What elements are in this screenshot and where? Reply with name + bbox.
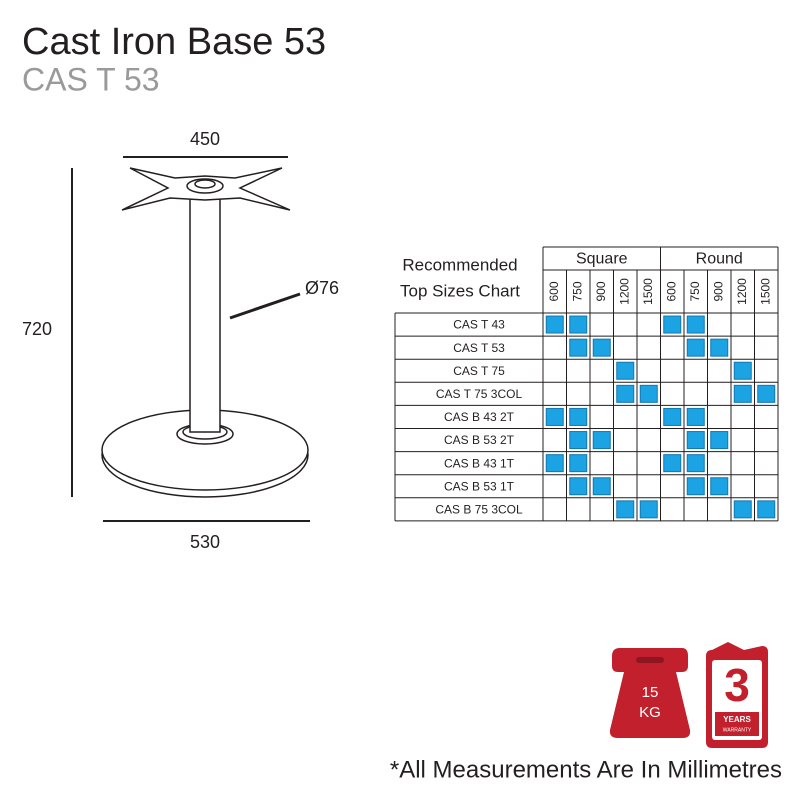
size-header: 600 xyxy=(664,281,678,301)
group-header: Round xyxy=(696,251,743,268)
fit-marker xyxy=(545,315,564,334)
fit-marker xyxy=(545,454,564,473)
fit-marker xyxy=(592,431,611,450)
weight-badge xyxy=(609,648,691,738)
fit-marker xyxy=(569,315,588,334)
footnote: *All Measurements Are In Millimetres xyxy=(390,756,782,783)
size-table: Square 600 750 900 1200 1500 Round 600 750 900 120… xyxy=(394,246,779,522)
warranty-label: YEARS xyxy=(723,715,751,724)
fit-marker xyxy=(686,454,705,473)
size-header: 1200 xyxy=(617,278,631,305)
table-caption: Top Sizes Chart xyxy=(400,281,520,300)
size-header: 750 xyxy=(688,281,702,301)
dimension-label: 720 xyxy=(22,319,52,339)
row-label: CAS T 43 xyxy=(453,318,505,332)
warranty-years: 3 xyxy=(724,659,750,711)
group-header: Square xyxy=(576,251,628,268)
fit-marker xyxy=(663,407,682,426)
weight-unit: KG xyxy=(639,704,661,721)
fit-marker xyxy=(569,477,588,496)
fit-marker xyxy=(616,361,635,380)
size-header: 600 xyxy=(547,281,561,301)
row-label: CAS B 75 3COL xyxy=(435,503,523,517)
fit-marker xyxy=(686,477,705,496)
fit-marker xyxy=(686,315,705,334)
fit-marker xyxy=(710,431,729,450)
fit-marker xyxy=(686,431,705,450)
row-label: CAS T 53 xyxy=(453,341,505,355)
row-label: CAS B 43 1T xyxy=(444,456,515,470)
fit-marker xyxy=(639,384,658,403)
fit-marker xyxy=(569,431,588,450)
fit-marker xyxy=(733,500,752,519)
subtitle: CAS T 53 xyxy=(22,61,160,97)
row-label: CAS T 75 3COL xyxy=(436,387,523,401)
base-drawing xyxy=(71,156,310,522)
fit-marker xyxy=(569,454,588,473)
fit-marker xyxy=(710,477,729,496)
warranty-badge xyxy=(706,642,768,748)
fit-marker xyxy=(663,315,682,334)
size-header: 900 xyxy=(711,281,725,301)
weight-value: 15 xyxy=(642,684,659,701)
fit-marker xyxy=(569,338,588,357)
row-label: CAS T 75 xyxy=(453,364,505,378)
fit-marker xyxy=(616,384,635,403)
fit-marker xyxy=(569,407,588,426)
fit-marker xyxy=(757,384,776,403)
dimension-label: Ø76 xyxy=(305,278,339,298)
fit-marker xyxy=(592,338,611,357)
title: Cast Iron Base 53 xyxy=(22,21,326,63)
fit-marker xyxy=(757,500,776,519)
dimension-label: 530 xyxy=(190,532,220,552)
fit-marker xyxy=(686,407,705,426)
size-header: 1500 xyxy=(641,278,655,305)
row-label: CAS B 53 1T xyxy=(444,479,515,493)
fit-marker xyxy=(733,384,752,403)
fit-marker xyxy=(616,500,635,519)
size-header: 900 xyxy=(594,281,608,301)
fit-marker xyxy=(545,407,564,426)
dimension-label: 450 xyxy=(190,129,220,149)
row-label: CAS B 43 2T xyxy=(444,410,515,424)
size-header: 1200 xyxy=(735,278,749,305)
fit-marker xyxy=(639,500,658,519)
fit-marker xyxy=(733,361,752,380)
warranty-label: WARRANTY xyxy=(723,727,752,733)
table-caption: Recommended xyxy=(402,255,517,274)
fit-marker xyxy=(592,477,611,496)
size-header: 1500 xyxy=(758,278,772,305)
row-label: CAS B 53 2T xyxy=(444,433,515,447)
fit-marker xyxy=(686,338,705,357)
fit-marker xyxy=(710,338,729,357)
fit-marker xyxy=(663,454,682,473)
size-header: 750 xyxy=(570,281,584,301)
